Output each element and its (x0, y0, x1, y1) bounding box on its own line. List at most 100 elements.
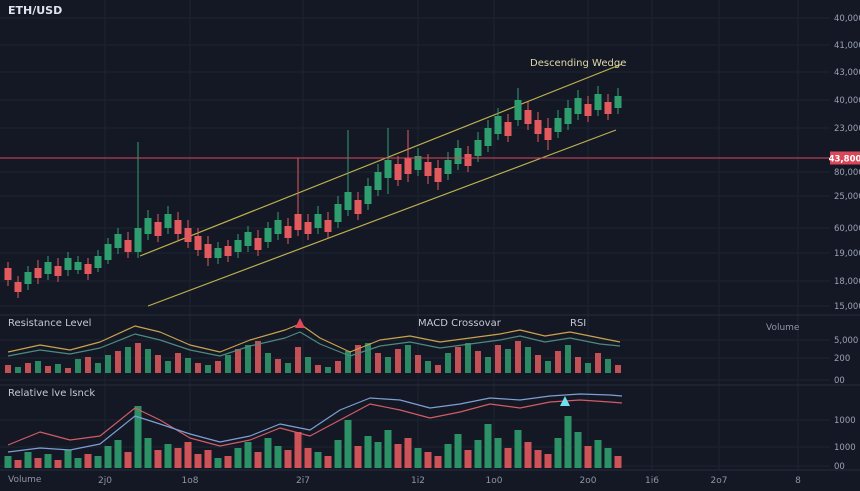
time-axis[interactable]: 2j0 1o8 2i7 1i2 1o0 2o0 1i6 2o7 8 (98, 476, 801, 486)
price-axis[interactable]: 40,000 41,000 43,000 40,000 23,000 80,000 25,0… (834, 14, 860, 472)
macd-bar (445, 353, 451, 373)
volume-bar (604, 448, 612, 468)
volume-bar (344, 420, 352, 468)
macd-bar (55, 364, 61, 373)
resistance-level-label[interactable]: Resistance Level (8, 318, 91, 329)
candle-body (14, 282, 22, 292)
macd-bar (415, 355, 421, 373)
candle-body (424, 162, 432, 176)
macd-bar (135, 343, 141, 373)
price-pane[interactable] (0, 63, 830, 307)
macd-bar (205, 365, 211, 373)
volume-bar (424, 452, 432, 468)
time-axis-label: 2j0 (98, 476, 112, 486)
candle-body (294, 214, 302, 230)
macd-bar (545, 361, 551, 373)
volume-bars (4, 406, 622, 468)
price-tag-bg (830, 151, 860, 165)
volume-bar (134, 406, 142, 468)
macd-bar (195, 363, 201, 373)
wedge-annotation-label[interactable]: Descending Wedge (530, 58, 626, 69)
volume-bar (524, 442, 532, 468)
volume-bar (254, 452, 262, 468)
price-axis-label: 1000 (834, 416, 856, 426)
candle-body (84, 264, 92, 274)
candle-body (444, 160, 452, 174)
indicator-pane[interactable] (4, 393, 623, 468)
volume-bar (14, 460, 22, 468)
macd-bar (555, 351, 561, 373)
volume-bar (154, 450, 162, 468)
macd-bar (365, 343, 371, 373)
candlesticks (4, 86, 622, 298)
price-axis-label: 00 (834, 462, 845, 472)
candle-body (194, 236, 202, 250)
volume-bar (464, 450, 472, 468)
volume-bar (614, 456, 622, 468)
trend-channel[interactable] (139, 63, 623, 307)
price-axis-label: 40,000 (834, 96, 860, 106)
macd-lines (7, 318, 621, 357)
volume-bar (194, 454, 202, 468)
candle-body (394, 164, 402, 180)
macd-pane[interactable] (5, 318, 621, 373)
volume-bar (94, 456, 102, 468)
macd-bar (505, 349, 511, 373)
wedge-lower-line[interactable] (147, 129, 617, 307)
time-axis-label: 1i6 (645, 476, 659, 486)
wedge-upper-line[interactable] (139, 63, 623, 257)
price-axis-label: 40,000 (834, 14, 860, 24)
volume-bar (104, 446, 112, 468)
price-axis-label: 18,000 (834, 277, 860, 287)
candle-body (564, 108, 572, 124)
volume-bar (164, 444, 172, 468)
macd-bar (305, 357, 311, 373)
candle-body (284, 226, 292, 238)
macd-bar (285, 363, 291, 373)
rsi-blue-line (7, 393, 623, 453)
macd-bar (65, 368, 71, 373)
macd-bar (315, 365, 321, 373)
volume-axis-label: Volume (8, 475, 42, 485)
candle-body (264, 228, 272, 242)
macd-bar (475, 351, 481, 373)
macd-bar (235, 349, 241, 373)
candle-body (274, 220, 282, 234)
volume-bar (454, 434, 462, 468)
candle-body (544, 128, 552, 140)
candle-body (124, 240, 132, 252)
macd-signal-marker-icon (295, 318, 305, 328)
macd-bar (175, 353, 181, 373)
macd-crossover-label[interactable]: MACD Crossovar (418, 318, 502, 329)
macd-bar (165, 361, 171, 373)
volume-bar (74, 458, 82, 468)
macd-bar (265, 353, 271, 373)
price-axis-label: 25,000 (834, 192, 860, 202)
rsi-label[interactable]: RSI (570, 318, 586, 329)
macd-bar (85, 357, 91, 373)
price-tag[interactable]: 43,800 (829, 151, 860, 165)
candle-body (364, 186, 372, 204)
rsi-blue-marker-icon (560, 396, 570, 406)
macd-bar (525, 347, 531, 373)
macd-histogram (5, 341, 621, 373)
price-tag-value: 43,800 (829, 155, 860, 165)
candle-body (234, 240, 242, 252)
candle-body (534, 120, 542, 134)
candle-body (614, 96, 622, 108)
volume-bar (394, 444, 402, 468)
candle-body (594, 94, 602, 110)
macd-bar (245, 345, 251, 373)
volume-bar (244, 442, 252, 468)
candle-body (224, 246, 232, 256)
time-axis-label: 1o0 (486, 476, 503, 486)
macd-bar (355, 345, 361, 373)
macd-bar (575, 357, 581, 373)
macd-bar (405, 345, 411, 373)
price-axis-label: 15,000 (834, 302, 860, 312)
macd-bar (125, 347, 131, 373)
candle-body (134, 228, 142, 252)
macd-bar (435, 365, 441, 373)
relative-strength-label[interactable]: Relative lve lsnck (8, 388, 95, 399)
